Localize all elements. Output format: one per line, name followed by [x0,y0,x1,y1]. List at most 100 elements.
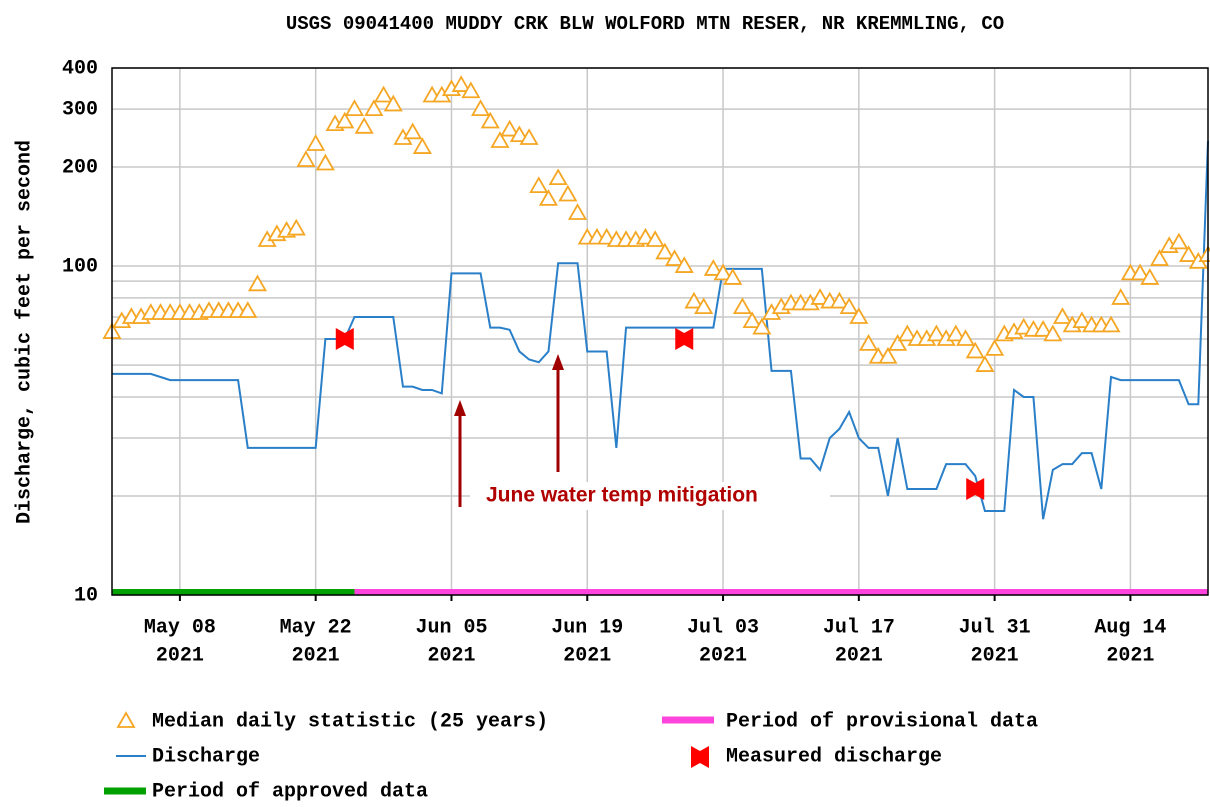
median-marker [403,122,423,140]
median-marker [568,203,588,220]
median-marker [383,94,403,112]
median-marker [742,311,762,329]
median-marker [509,125,529,143]
median-marker [480,111,500,129]
median-marker [694,297,714,315]
annotation-bg [470,482,830,510]
y-tick-label: 200 [62,156,98,179]
median-marker [849,307,869,324]
x-tick-label: Jun 19 [551,616,623,639]
median-marker [752,317,772,335]
median-marker [1111,288,1131,305]
median-marker [412,137,432,154]
median-marker [975,355,995,372]
median-marker [878,346,898,364]
median-marker [1179,245,1199,262]
median-marker [451,75,471,92]
median-marker [306,134,326,151]
median-marker [286,218,306,236]
median-marker [1052,307,1073,324]
median-marker [839,297,859,315]
x-tick-label: May 08 [144,616,216,639]
measured-marker [966,478,985,501]
arrow-head [552,354,564,370]
median-marker [810,288,830,305]
x-tick-label: Aug 14 [1094,616,1166,639]
median-marker [1101,315,1121,333]
median-marker [674,256,694,273]
median-marker [1140,268,1160,285]
median-marker [965,341,985,359]
y-tick-label: 400 [62,57,98,80]
median-marker [1043,324,1063,342]
median-marker [344,99,365,116]
x-tick-label: May 22 [280,616,352,639]
median-marker [500,119,520,137]
median-marker [655,242,675,260]
x-tick-label: Jul 17 [823,616,895,639]
x-tick-label: Jul 03 [687,616,759,639]
median-marker [335,111,355,129]
x-tick-label: Jul 31 [959,616,1031,639]
x-tick-label: 2021 [971,644,1019,667]
x-tick-label: 2021 [699,644,747,667]
median-marker [529,176,549,194]
median-marker [645,230,665,247]
median-marker [888,334,908,351]
annotation: June water temp mitigation [486,484,758,507]
plot-border [111,67,1209,596]
x-tick-label: 2021 [563,644,611,667]
y-tick-label: 10 [74,584,98,607]
discharge-line [112,140,1209,520]
x-tick-label: 2021 [1106,644,1154,667]
median-marker [635,227,656,245]
median-marker [664,249,685,266]
median-marker [597,227,617,245]
median-marker [364,99,384,116]
legend-label: Period of provisional data [726,710,1038,733]
y-axis-label: Discharge, cubic feet per second [13,140,36,524]
median-marker [374,85,394,103]
y-tick-label: 300 [62,98,98,121]
median-marker [926,324,946,342]
median-marker [858,334,879,351]
legend-label: Median daily statistic (25 years) [152,710,548,733]
median-marker [471,99,491,116]
legend: Median daily statistic (25 years) Period … [104,710,1038,803]
median-marker [684,291,704,309]
median-marker [955,329,976,346]
legend-label: Period of approved data [152,780,428,803]
x-tick-label: Jun 05 [415,616,487,639]
measured-marker [335,328,354,351]
legend-symbol [691,746,709,768]
median-marker [723,268,743,285]
legend-symbol [116,711,136,728]
median-marker [519,128,539,145]
median-marker [829,291,849,309]
median-marker [538,189,559,206]
median-marker [1149,249,1170,266]
median-marker [1130,263,1150,281]
x-tick-label: 2021 [292,644,340,667]
median-marker [354,117,374,134]
chart-title: USGS 09041400 MUDDY CRK BLW WOLFORD MTN … [286,13,1004,35]
arrow-head [454,400,466,416]
median-marker [238,301,258,318]
x-tick-label: 2021 [156,644,204,667]
median-marker [461,81,481,99]
median-marker [315,153,335,171]
median-marker [946,324,966,342]
median-marker [1169,232,1189,250]
median-marker [897,324,917,342]
plot-area [102,67,1210,596]
legend-label: Discharge [152,745,260,768]
median-marker [548,168,568,186]
arrows [454,354,564,507]
median-marker [985,339,1005,356]
median-marker [247,274,268,292]
median-marker [296,150,316,167]
median-marker [713,263,733,281]
y-tick-label: 100 [62,255,98,278]
median-marker [703,259,723,276]
